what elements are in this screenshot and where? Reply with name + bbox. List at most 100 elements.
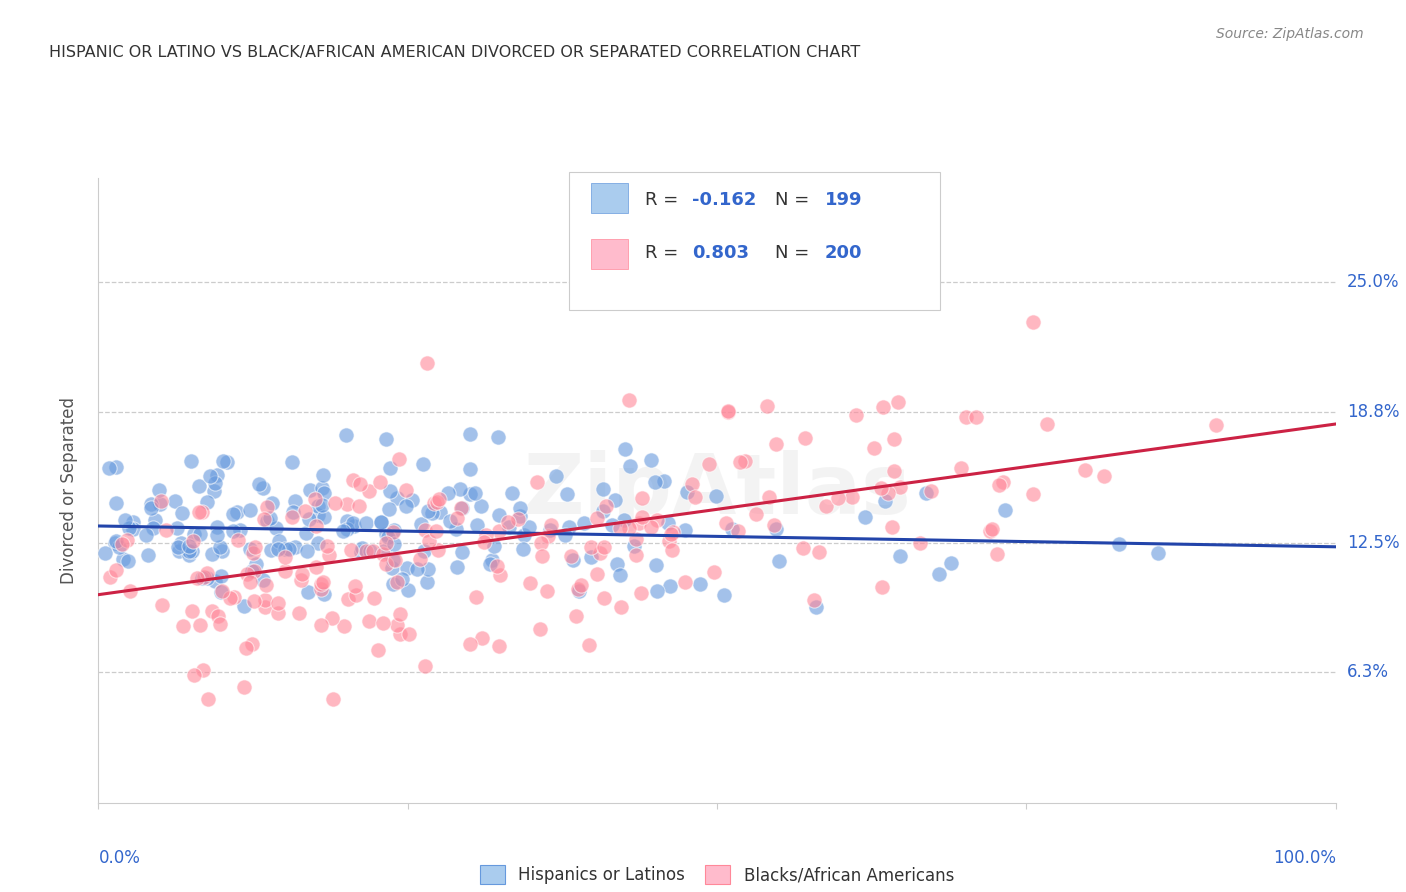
- Point: [332, 524, 354, 539]
- Point: [180, 544, 202, 558]
- Point: [644, 475, 666, 489]
- Point: [253, 511, 276, 525]
- Point: [207, 468, 229, 483]
- Point: [870, 580, 893, 594]
- Point: [605, 492, 627, 507]
- Point: [212, 454, 235, 468]
- Point: [845, 408, 868, 422]
- Point: [657, 534, 679, 549]
- Point: [804, 600, 827, 615]
- Point: [312, 468, 335, 483]
- Point: [987, 478, 1010, 492]
- Point: [513, 527, 536, 541]
- Point: [240, 564, 263, 578]
- Point: [323, 496, 346, 510]
- Point: [141, 500, 163, 515]
- Point: [240, 637, 263, 651]
- Point: [201, 547, 224, 561]
- Point: [595, 499, 617, 513]
- Point: [375, 558, 398, 572]
- Point: [381, 560, 404, 574]
- Point: [166, 521, 188, 535]
- Point: [172, 618, 194, 632]
- Point: [412, 457, 434, 471]
- Point: [208, 541, 231, 555]
- Point: [398, 626, 420, 640]
- Point: [350, 541, 373, 555]
- Point: [470, 499, 492, 513]
- Point: [609, 568, 631, 582]
- Point: [388, 627, 411, 641]
- Point: [889, 480, 911, 494]
- Point: [243, 594, 266, 608]
- Point: [450, 500, 472, 515]
- Point: [645, 558, 668, 573]
- Point: [458, 426, 481, 441]
- Point: [307, 500, 329, 514]
- Point: [568, 583, 591, 598]
- Point: [186, 571, 208, 585]
- Point: [305, 560, 328, 574]
- Point: [658, 579, 681, 593]
- Point: [371, 615, 394, 630]
- Point: [446, 559, 468, 574]
- Point: [458, 637, 481, 651]
- Point: [1092, 469, 1115, 483]
- Point: [195, 495, 218, 509]
- Point: [229, 524, 252, 538]
- Point: [628, 516, 651, 530]
- Point: [569, 578, 592, 592]
- Point: [298, 483, 321, 498]
- Point: [295, 526, 318, 541]
- Point: [378, 461, 401, 475]
- Point: [357, 484, 380, 499]
- Point: [1022, 315, 1045, 329]
- Point: [593, 541, 616, 555]
- Point: [205, 520, 228, 534]
- Point: [928, 566, 950, 581]
- Point: [370, 515, 392, 529]
- Point: [991, 475, 1014, 489]
- Point: [425, 524, 447, 538]
- Point: [640, 519, 662, 533]
- Point: [217, 455, 239, 469]
- Point: [370, 475, 392, 489]
- Point: [312, 586, 335, 600]
- Point: [395, 483, 418, 498]
- Point: [375, 535, 398, 549]
- Point: [239, 541, 262, 556]
- Point: [1074, 463, 1097, 477]
- Point: [294, 504, 316, 518]
- Point: [297, 584, 319, 599]
- Point: [409, 552, 432, 566]
- Point: [245, 558, 267, 572]
- Point: [567, 582, 589, 596]
- Point: [180, 454, 202, 468]
- Point: [661, 526, 683, 541]
- Point: [363, 591, 385, 606]
- Point: [297, 544, 319, 558]
- Point: [426, 542, 449, 557]
- Point: [471, 631, 494, 645]
- Point: [593, 591, 616, 606]
- Point: [554, 528, 576, 542]
- Point: [269, 533, 291, 548]
- Point: [537, 528, 560, 542]
- Point: [744, 508, 766, 522]
- Point: [347, 500, 370, 514]
- Point: [135, 528, 157, 542]
- Point: [538, 523, 561, 537]
- Point: [191, 663, 214, 677]
- Point: [827, 491, 849, 505]
- Point: [401, 493, 423, 508]
- Point: [375, 527, 398, 541]
- Point: [207, 528, 229, 542]
- Point: [233, 681, 256, 695]
- Point: [578, 638, 600, 652]
- Point: [478, 557, 501, 571]
- Point: [277, 542, 299, 557]
- Point: [734, 454, 756, 468]
- Text: 0.803: 0.803: [692, 244, 749, 262]
- Point: [704, 490, 727, 504]
- Point: [233, 599, 256, 614]
